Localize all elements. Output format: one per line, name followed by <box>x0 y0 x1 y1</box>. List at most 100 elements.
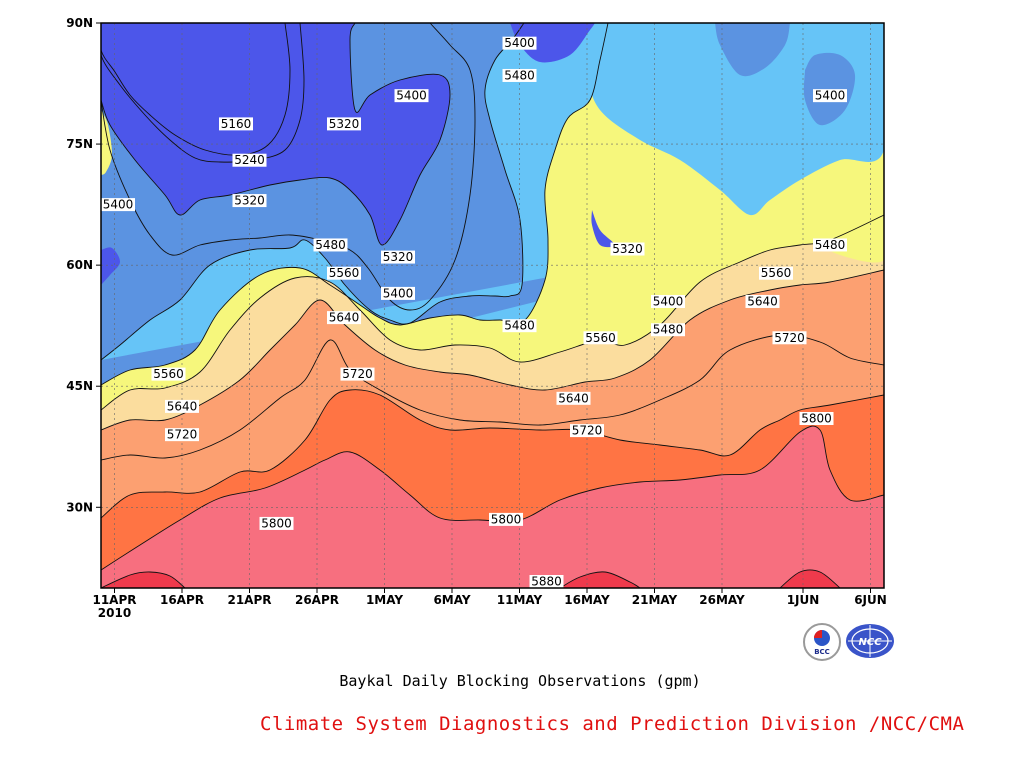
contour-band <box>780 569 840 588</box>
contour-line <box>101 269 884 431</box>
contour-label: 5880 <box>529 575 564 589</box>
contour-band <box>101 110 113 175</box>
contour-label-text: 5640 <box>747 294 778 308</box>
contour-line <box>101 214 884 411</box>
contour-label: 5640 <box>327 311 361 325</box>
x-tick-label: 1MAY <box>366 593 403 607</box>
contour-line <box>101 23 291 156</box>
contour-label-text: 5640 <box>329 311 360 325</box>
x-tick-label: 2010 <box>98 606 131 620</box>
contour-label: 5480 <box>502 68 537 82</box>
x-tick-label: 21MAY <box>632 593 678 607</box>
contour-label-text: 5480 <box>504 68 535 82</box>
contour-label-text: 5560 <box>585 331 616 345</box>
x-tick-label: 6JUN <box>854 593 887 607</box>
contour-label-text: 5160 <box>221 117 252 131</box>
y-tick-label: 30N <box>66 500 93 514</box>
contour-line <box>101 389 884 519</box>
y-tick-label: 45N <box>66 379 93 393</box>
bcc-logo: BCC <box>803 623 841 661</box>
y-tick-label: 90N <box>66 16 93 30</box>
contour-label-text: 5400 <box>396 89 427 103</box>
contour-label: 5400 <box>502 36 537 50</box>
contour-label-text: 5560 <box>761 266 792 280</box>
contour-label-text: 5400 <box>653 294 684 308</box>
contour-label-text: 5640 <box>558 391 589 405</box>
contour-label: 5400 <box>381 286 415 300</box>
contour-label: 5720 <box>772 331 807 345</box>
x-tick-label: 16MAY <box>564 593 610 607</box>
x-tick-label: 1JUN <box>787 593 820 607</box>
contour-label: 5720 <box>340 367 375 381</box>
contour-label-text: 5720 <box>774 331 805 345</box>
x-tick-label: 26APR <box>295 593 339 607</box>
contour-label: 5480 <box>651 323 685 337</box>
y-tick-label: 60N <box>66 258 93 272</box>
contour-band <box>101 571 185 588</box>
contour-label-text: 5720 <box>167 428 198 442</box>
plot-frame <box>100 22 885 589</box>
contour-label: 5560 <box>759 266 793 280</box>
contour-label-text: 5320 <box>234 194 265 208</box>
contour-label: 5400 <box>101 198 135 212</box>
contour-label: 5400 <box>813 89 847 103</box>
contour-label-text: 5400 <box>103 198 134 212</box>
contour-band <box>715 23 790 77</box>
contour-label-text: 5320 <box>329 117 360 131</box>
contour-label: 5480 <box>502 319 537 333</box>
bcc-logo-text: BCC <box>814 648 830 656</box>
contour-line <box>779 569 841 588</box>
contour-label-text: 5720 <box>572 424 603 438</box>
contour-label-text: 5800 <box>491 512 522 526</box>
contour-label: 5800 <box>799 412 834 426</box>
contour-label-text: 5720 <box>342 367 373 381</box>
contour-label-text: 5560 <box>329 266 360 280</box>
contour-band <box>510 23 595 63</box>
contour-label: 5720 <box>165 428 199 442</box>
contour-label-text: 5480 <box>504 319 535 333</box>
contour-label: 5240 <box>232 153 267 167</box>
contour-label-text: 5480 <box>653 323 684 337</box>
contour-label: 5400 <box>394 89 429 103</box>
contour-band <box>101 247 121 285</box>
contour-label-text: 5880 <box>531 575 562 589</box>
ncc-logo-text: NCC <box>858 637 882 648</box>
contour-label: 5320 <box>610 242 645 256</box>
contour-line <box>559 571 641 588</box>
contour-label: 5160 <box>219 117 253 131</box>
contour-band <box>591 210 615 248</box>
contour-label-text: 5800 <box>801 412 832 426</box>
contour-band <box>101 426 884 588</box>
contour-label: 5560 <box>327 266 361 280</box>
y-tick-label: 75N <box>66 137 93 151</box>
contour-label-text: 5320 <box>612 242 643 256</box>
contour-line <box>101 571 186 588</box>
contour-label-text: 5240 <box>234 153 265 167</box>
credit-line: Climate System Diagnostics and Predictio… <box>260 713 965 735</box>
contour-label-text: 5400 <box>383 286 414 300</box>
contour-label-text: 5480 <box>815 238 846 252</box>
contour-label-text: 5400 <box>815 89 846 103</box>
contour-label: 5720 <box>570 424 604 438</box>
contour-line <box>101 23 305 163</box>
contour-label: 5560 <box>583 331 618 345</box>
contour-label: 5480 <box>813 238 847 252</box>
x-tick-label: 16APR <box>160 593 204 607</box>
x-tick-label: 11APR <box>92 593 136 607</box>
contour-label: 5640 <box>745 294 780 308</box>
contour-line <box>101 334 884 461</box>
contour-band <box>803 52 856 126</box>
contour-label-text: 5640 <box>167 399 198 413</box>
contour-label: 5400 <box>651 294 685 308</box>
contour-label-text: 5560 <box>153 367 184 381</box>
contour-label: 5320 <box>381 250 415 264</box>
contour-band <box>560 571 640 588</box>
contour-line <box>101 23 476 311</box>
contour-label: 5480 <box>313 238 348 252</box>
contour-label-text: 5480 <box>315 238 346 252</box>
contour-label: 5800 <box>489 512 523 526</box>
contour-label-text: 5320 <box>383 250 414 264</box>
x-tick-label: 11MAY <box>497 593 543 607</box>
x-tick-label: 26MAY <box>699 593 745 607</box>
